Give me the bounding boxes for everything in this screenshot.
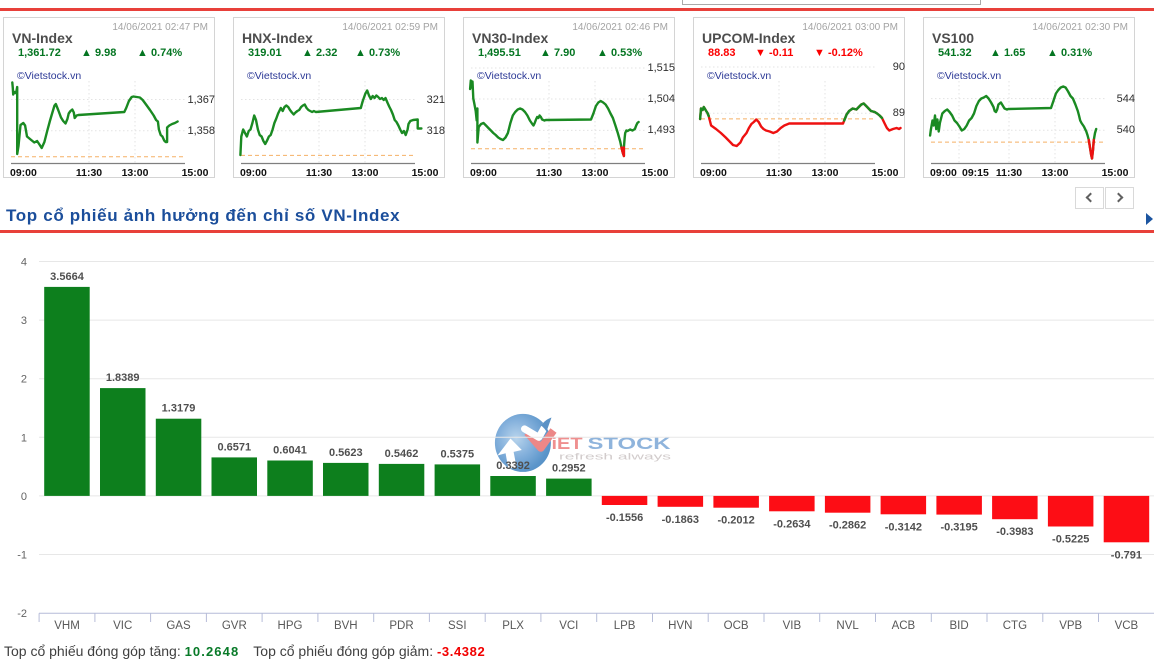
svg-text:-0.1556: -0.1556 [606,512,643,524]
svg-text:CTG: CTG [1003,620,1027,632]
svg-text:3.5664: 3.5664 [50,271,85,283]
svg-text:VIB: VIB [783,620,802,632]
svg-text:0: 0 [21,491,27,503]
svg-text:VHM: VHM [54,620,80,632]
svg-text:LPB: LPB [614,620,636,632]
svg-text:PLX: PLX [502,620,524,632]
svg-text:GVR: GVR [222,620,247,632]
svg-text:SSI: SSI [448,620,467,632]
svg-text:iET: iET [552,435,583,453]
svg-text:PDR: PDR [389,620,413,632]
svg-text:GAS: GAS [166,620,191,632]
svg-text:1: 1 [21,432,27,444]
svg-text:-0.5225: -0.5225 [1052,534,1089,546]
svg-text:0.5375: 0.5375 [440,448,474,460]
svg-text:0.5462: 0.5462 [385,448,419,460]
svg-text:-0.3142: -0.3142 [885,521,922,533]
svg-text:VIC: VIC [113,620,132,632]
svg-text:-1: -1 [17,550,27,562]
svg-text:VCB: VCB [1115,620,1139,632]
svg-text:HPG: HPG [278,620,303,632]
svg-text:0.5623: 0.5623 [329,447,363,459]
svg-text:-0.2634: -0.2634 [773,518,811,530]
svg-text:refresh always: refresh always [559,452,671,463]
svg-text:1.8389: 1.8389 [106,372,140,384]
svg-text:0.3392: 0.3392 [496,460,530,472]
svg-text:-0.791: -0.791 [1111,549,1142,561]
svg-text:STOCK: STOCK [588,435,671,453]
svg-text:VPB: VPB [1059,620,1082,632]
svg-text:VCI: VCI [559,620,578,632]
svg-text:0.2952: 0.2952 [552,463,586,475]
svg-text:OCB: OCB [724,620,749,632]
svg-text:0.6571: 0.6571 [217,441,251,453]
svg-text:1.3179: 1.3179 [162,403,196,415]
svg-text:-0.2862: -0.2862 [829,520,866,532]
svg-text:BID: BID [950,620,969,632]
svg-text:0.6041: 0.6041 [273,445,307,457]
svg-text:-0.3983: -0.3983 [996,526,1033,538]
svg-text:2: 2 [21,374,27,386]
svg-text:-2: -2 [17,608,27,620]
svg-text:HVN: HVN [668,620,692,632]
svg-text:4: 4 [21,257,27,269]
svg-text:3: 3 [21,315,27,327]
svg-text:NVL: NVL [836,620,859,632]
svg-text:-0.3195: -0.3195 [940,522,977,534]
svg-text:-0.2012: -0.2012 [717,515,754,527]
svg-text:ACB: ACB [892,620,916,632]
svg-text:-0.1863: -0.1863 [662,514,699,526]
svg-text:BVH: BVH [334,620,358,632]
